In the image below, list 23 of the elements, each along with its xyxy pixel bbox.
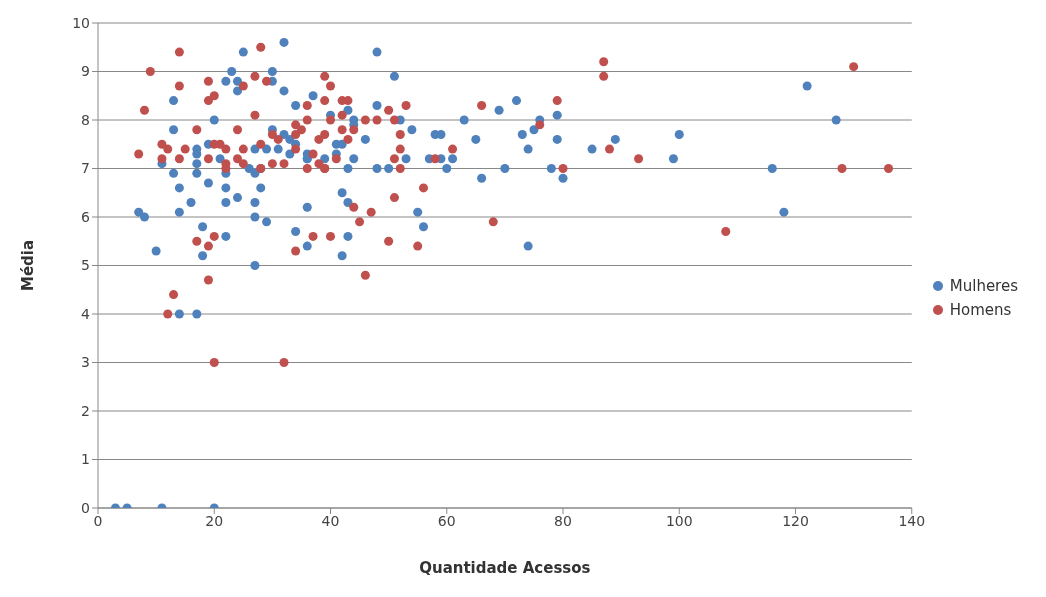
x-tick-label: 0 [93,512,103,529]
y-tick-label: 5 [81,257,90,274]
y-tick-label: 6 [81,208,91,225]
x-tick-label: 100 [665,512,693,529]
y-tick-label: 2 [81,402,90,419]
legend-label: Mulheres [949,277,1018,295]
x-tick-label: 80 [554,512,572,529]
x-tick-label: 120 [782,512,809,529]
x-tick-label: 40 [321,512,340,529]
y-tick-label: 9 [81,63,90,80]
y-tick-label: 4 [81,305,91,322]
x-tick-label: 140 [898,512,926,529]
y-tick-label: 0 [81,499,90,516]
y-tick-label: 10 [72,14,90,31]
y-tick-label: 8 [81,111,90,128]
legend-label: Homens [949,301,1012,319]
x-tick-label: 60 [437,512,456,529]
y-tick-label: 7 [81,160,90,177]
y-tick-label: 1 [81,451,90,468]
x-tick-label: 20 [205,512,224,529]
y-tick-label: 3 [81,354,90,371]
y-axis-title: Média [19,239,38,292]
x-axis-title: Quantidade Acessos [419,559,591,577]
